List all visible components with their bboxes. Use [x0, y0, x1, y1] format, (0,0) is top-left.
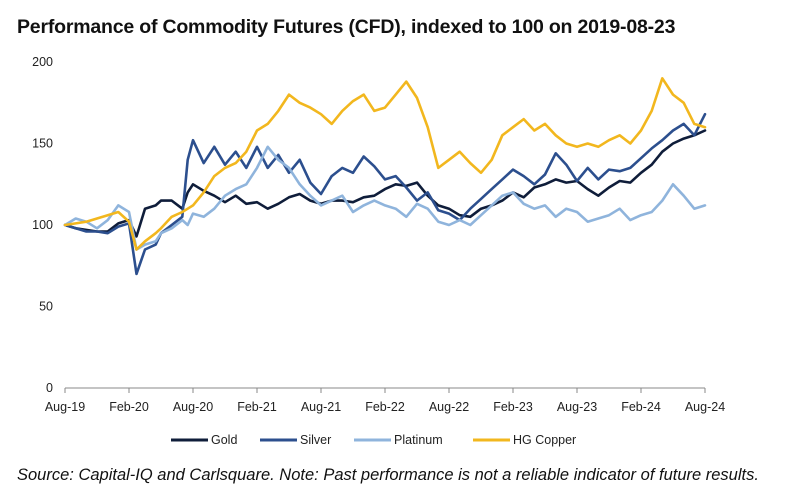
- x-tick-label: Aug-23: [557, 400, 597, 414]
- x-tick-label: Aug-22: [429, 400, 469, 414]
- x-tick-label: Aug-24: [685, 400, 725, 414]
- x-tick-label: Feb-24: [621, 400, 661, 414]
- legend: Gold Silver Platinum HG Copper: [171, 433, 576, 447]
- y-tick-label: 0: [46, 381, 53, 395]
- legend-label: Gold: [211, 433, 237, 447]
- y-tick-label: 200: [32, 55, 53, 69]
- legend-label: HG Copper: [513, 433, 576, 447]
- chart-title: Performance of Commodity Futures (CFD), …: [17, 16, 676, 38]
- legend-label: Silver: [300, 433, 331, 447]
- axes: 0 50 100 150 200 Aug-19 Feb-20 Aug-20 Feb-21 Aug-…: [32, 55, 725, 414]
- y-tick-label: 100: [32, 218, 53, 232]
- x-tick-label: Feb-20: [109, 400, 149, 414]
- series-line-platinum: [63, 145, 707, 251]
- y-tick-label: 50: [39, 300, 53, 314]
- series-lines: [63, 77, 707, 276]
- x-tick-label: Aug-19: [45, 400, 85, 414]
- source-note: Source: Capital-IQ and Carlsquare. Note:…: [17, 466, 759, 484]
- legend-label: Platinum: [394, 433, 443, 447]
- x-tick-label: Aug-20: [173, 400, 213, 414]
- series-line-gold: [63, 129, 707, 238]
- y-tick-label: 150: [32, 137, 53, 151]
- series-line-hg-copper: [63, 77, 707, 251]
- x-tick-label: Feb-21: [237, 400, 277, 414]
- x-tick-label: Feb-23: [493, 400, 533, 414]
- series-line-silver: [63, 112, 707, 276]
- x-tick-label: Aug-21: [301, 400, 341, 414]
- x-tick-label: Feb-22: [365, 400, 405, 414]
